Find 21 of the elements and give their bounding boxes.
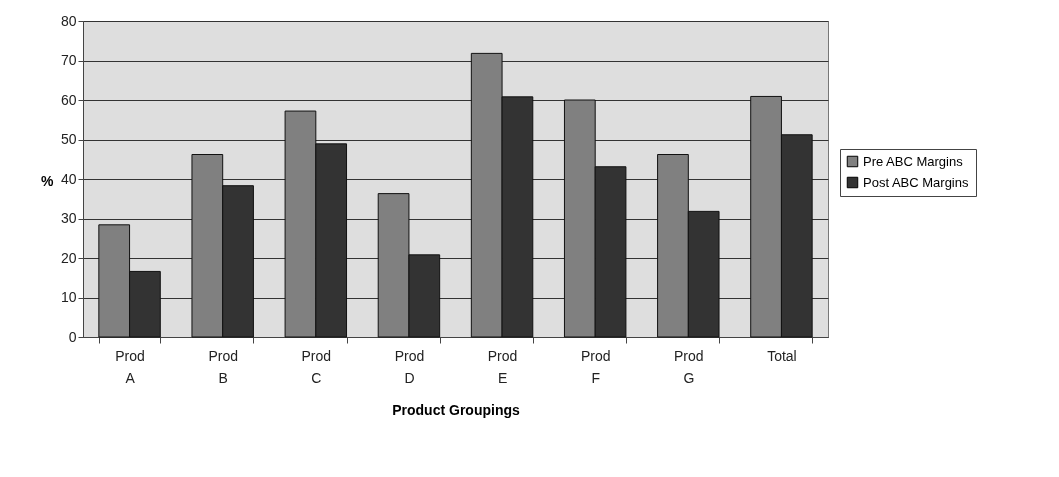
y-tick-label: 50 [60, 131, 77, 147]
x-tick-label: Prod B [208, 347, 238, 386]
x-tick-label: Prod E [487, 347, 518, 386]
x-tick-label: Prod F [580, 347, 611, 386]
y-tick-label: 10 [60, 289, 77, 305]
x-tick-label: Prod D [394, 347, 425, 386]
y-tick-label: 80 [60, 12, 77, 29]
legend-label: Pre ABC Margins [863, 153, 964, 169]
y-tick-label: 20 [60, 249, 77, 266]
legend-label: Post ABC Margins [863, 174, 969, 190]
y-tick-label: 60 [60, 91, 77, 108]
x-tick-label: Prod G [674, 347, 704, 386]
y-axis-title: % [41, 172, 55, 189]
x-tick-label: Total [767, 347, 797, 364]
y-tick-label: 0 [68, 328, 77, 345]
x-axis-title: Product Groupings [392, 401, 520, 418]
x-tick-label: Prod C [301, 347, 332, 386]
x-tick-label: Prod A [115, 347, 145, 386]
y-tick-label: 30 [60, 210, 77, 226]
y-tick-label: 40 [60, 170, 77, 187]
y-tick-label: 70 [60, 52, 77, 68]
